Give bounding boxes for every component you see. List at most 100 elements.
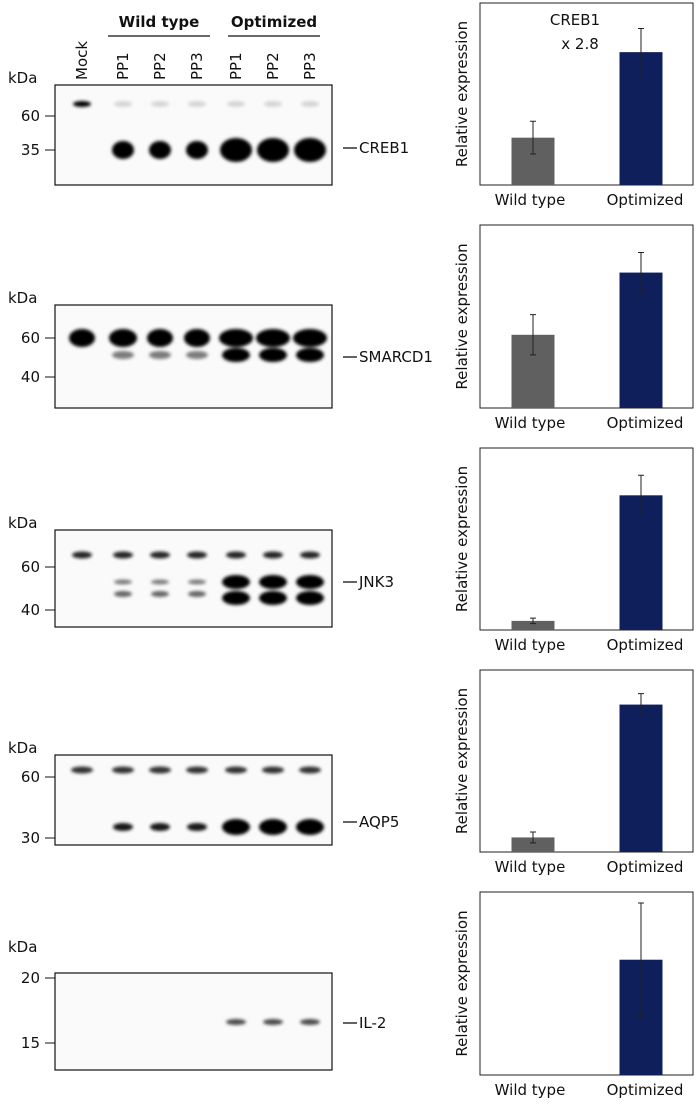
bands (71, 766, 324, 835)
band (150, 551, 170, 559)
band (113, 823, 133, 831)
band (301, 101, 319, 107)
annotation: x 2.8 (561, 35, 599, 53)
unit-label: kDa (8, 739, 37, 757)
lane-label: PP1 (114, 52, 132, 80)
protein-label: CREB1 (359, 139, 409, 157)
band (259, 819, 287, 835)
band (226, 551, 246, 559)
chart-frame (479, 891, 694, 1076)
error-bar (530, 120, 536, 155)
y-axis-label: Relative expression (453, 21, 471, 167)
lane-label: PP3 (188, 52, 206, 80)
bar (619, 704, 663, 852)
bands (226, 1019, 320, 1025)
band (262, 766, 284, 774)
band (186, 141, 208, 159)
band (220, 138, 252, 162)
band (186, 351, 208, 359)
band (112, 766, 134, 774)
blot-frame (54, 972, 333, 1071)
x-tick-label: Wild type (495, 414, 566, 432)
x-tick-label: Wild type (495, 191, 566, 209)
x-tick-label: Wild type (495, 1081, 566, 1099)
band (300, 551, 320, 559)
band (222, 819, 250, 835)
unit-label: kDa (8, 514, 37, 532)
lane-label: PP1 (227, 52, 245, 80)
blot-frame (54, 84, 333, 186)
band (296, 819, 324, 835)
band (112, 141, 134, 159)
marker-label: 40 (21, 601, 40, 619)
chart-frame (479, 2, 694, 186)
band (114, 579, 132, 585)
x-tick-label: Optimized (607, 858, 684, 876)
bar (511, 620, 555, 630)
protein-label: AQP5 (359, 813, 399, 831)
error-bar (530, 617, 536, 625)
error-bar (638, 693, 644, 716)
band (151, 579, 169, 585)
band (296, 591, 324, 605)
band (188, 101, 206, 107)
band (294, 138, 326, 162)
lane-label: Mock (73, 41, 91, 80)
band (257, 138, 289, 162)
band (296, 575, 324, 589)
y-axis-label: Relative expression (453, 910, 471, 1056)
marker-label: 30 (21, 829, 40, 847)
band (149, 351, 171, 359)
group-label: Wild type (119, 13, 200, 31)
band (113, 551, 133, 559)
band (259, 348, 287, 362)
unit-label: kDa (8, 69, 37, 87)
band (296, 348, 324, 362)
y-axis-label: Relative expression (453, 243, 471, 389)
band (264, 101, 282, 107)
band (151, 591, 169, 597)
band (299, 766, 321, 774)
error-bar (638, 251, 644, 294)
bar (619, 272, 663, 408)
band (259, 591, 287, 605)
x-tick-label: Optimized (607, 191, 684, 209)
x-tick-label: Optimized (607, 1081, 684, 1099)
marker-label: 60 (21, 107, 40, 125)
lane-label: PP3 (301, 52, 319, 80)
band (263, 551, 283, 559)
y-axis-label: Relative expression (453, 688, 471, 834)
band (225, 766, 247, 774)
unit-label: kDa (8, 289, 37, 307)
band (187, 823, 207, 831)
band (256, 329, 290, 347)
chart-frame (479, 224, 694, 409)
error-bar (638, 474, 644, 516)
group-label: Optimized (231, 13, 317, 31)
x-tick-label: Wild type (495, 858, 566, 876)
band (73, 101, 91, 107)
bands (69, 329, 327, 362)
protein-label: SMARCD1 (359, 348, 433, 366)
error-bar (530, 314, 536, 356)
band (187, 551, 207, 559)
bar (511, 837, 555, 852)
error-bar (638, 27, 644, 77)
marker-label: 60 (21, 558, 40, 576)
band (293, 329, 327, 347)
band (222, 575, 250, 589)
blot-frame (54, 529, 333, 628)
band (150, 823, 170, 831)
y-axis-label: Relative expression (453, 466, 471, 612)
error-bar (530, 831, 536, 844)
bands (72, 551, 324, 605)
marker-label: 15 (21, 1034, 40, 1052)
marker-label: 20 (21, 969, 40, 987)
error-bar (638, 902, 644, 1017)
band (69, 329, 95, 347)
unit-label: kDa (8, 938, 37, 956)
marker-label: 60 (21, 768, 40, 786)
band (72, 551, 92, 559)
